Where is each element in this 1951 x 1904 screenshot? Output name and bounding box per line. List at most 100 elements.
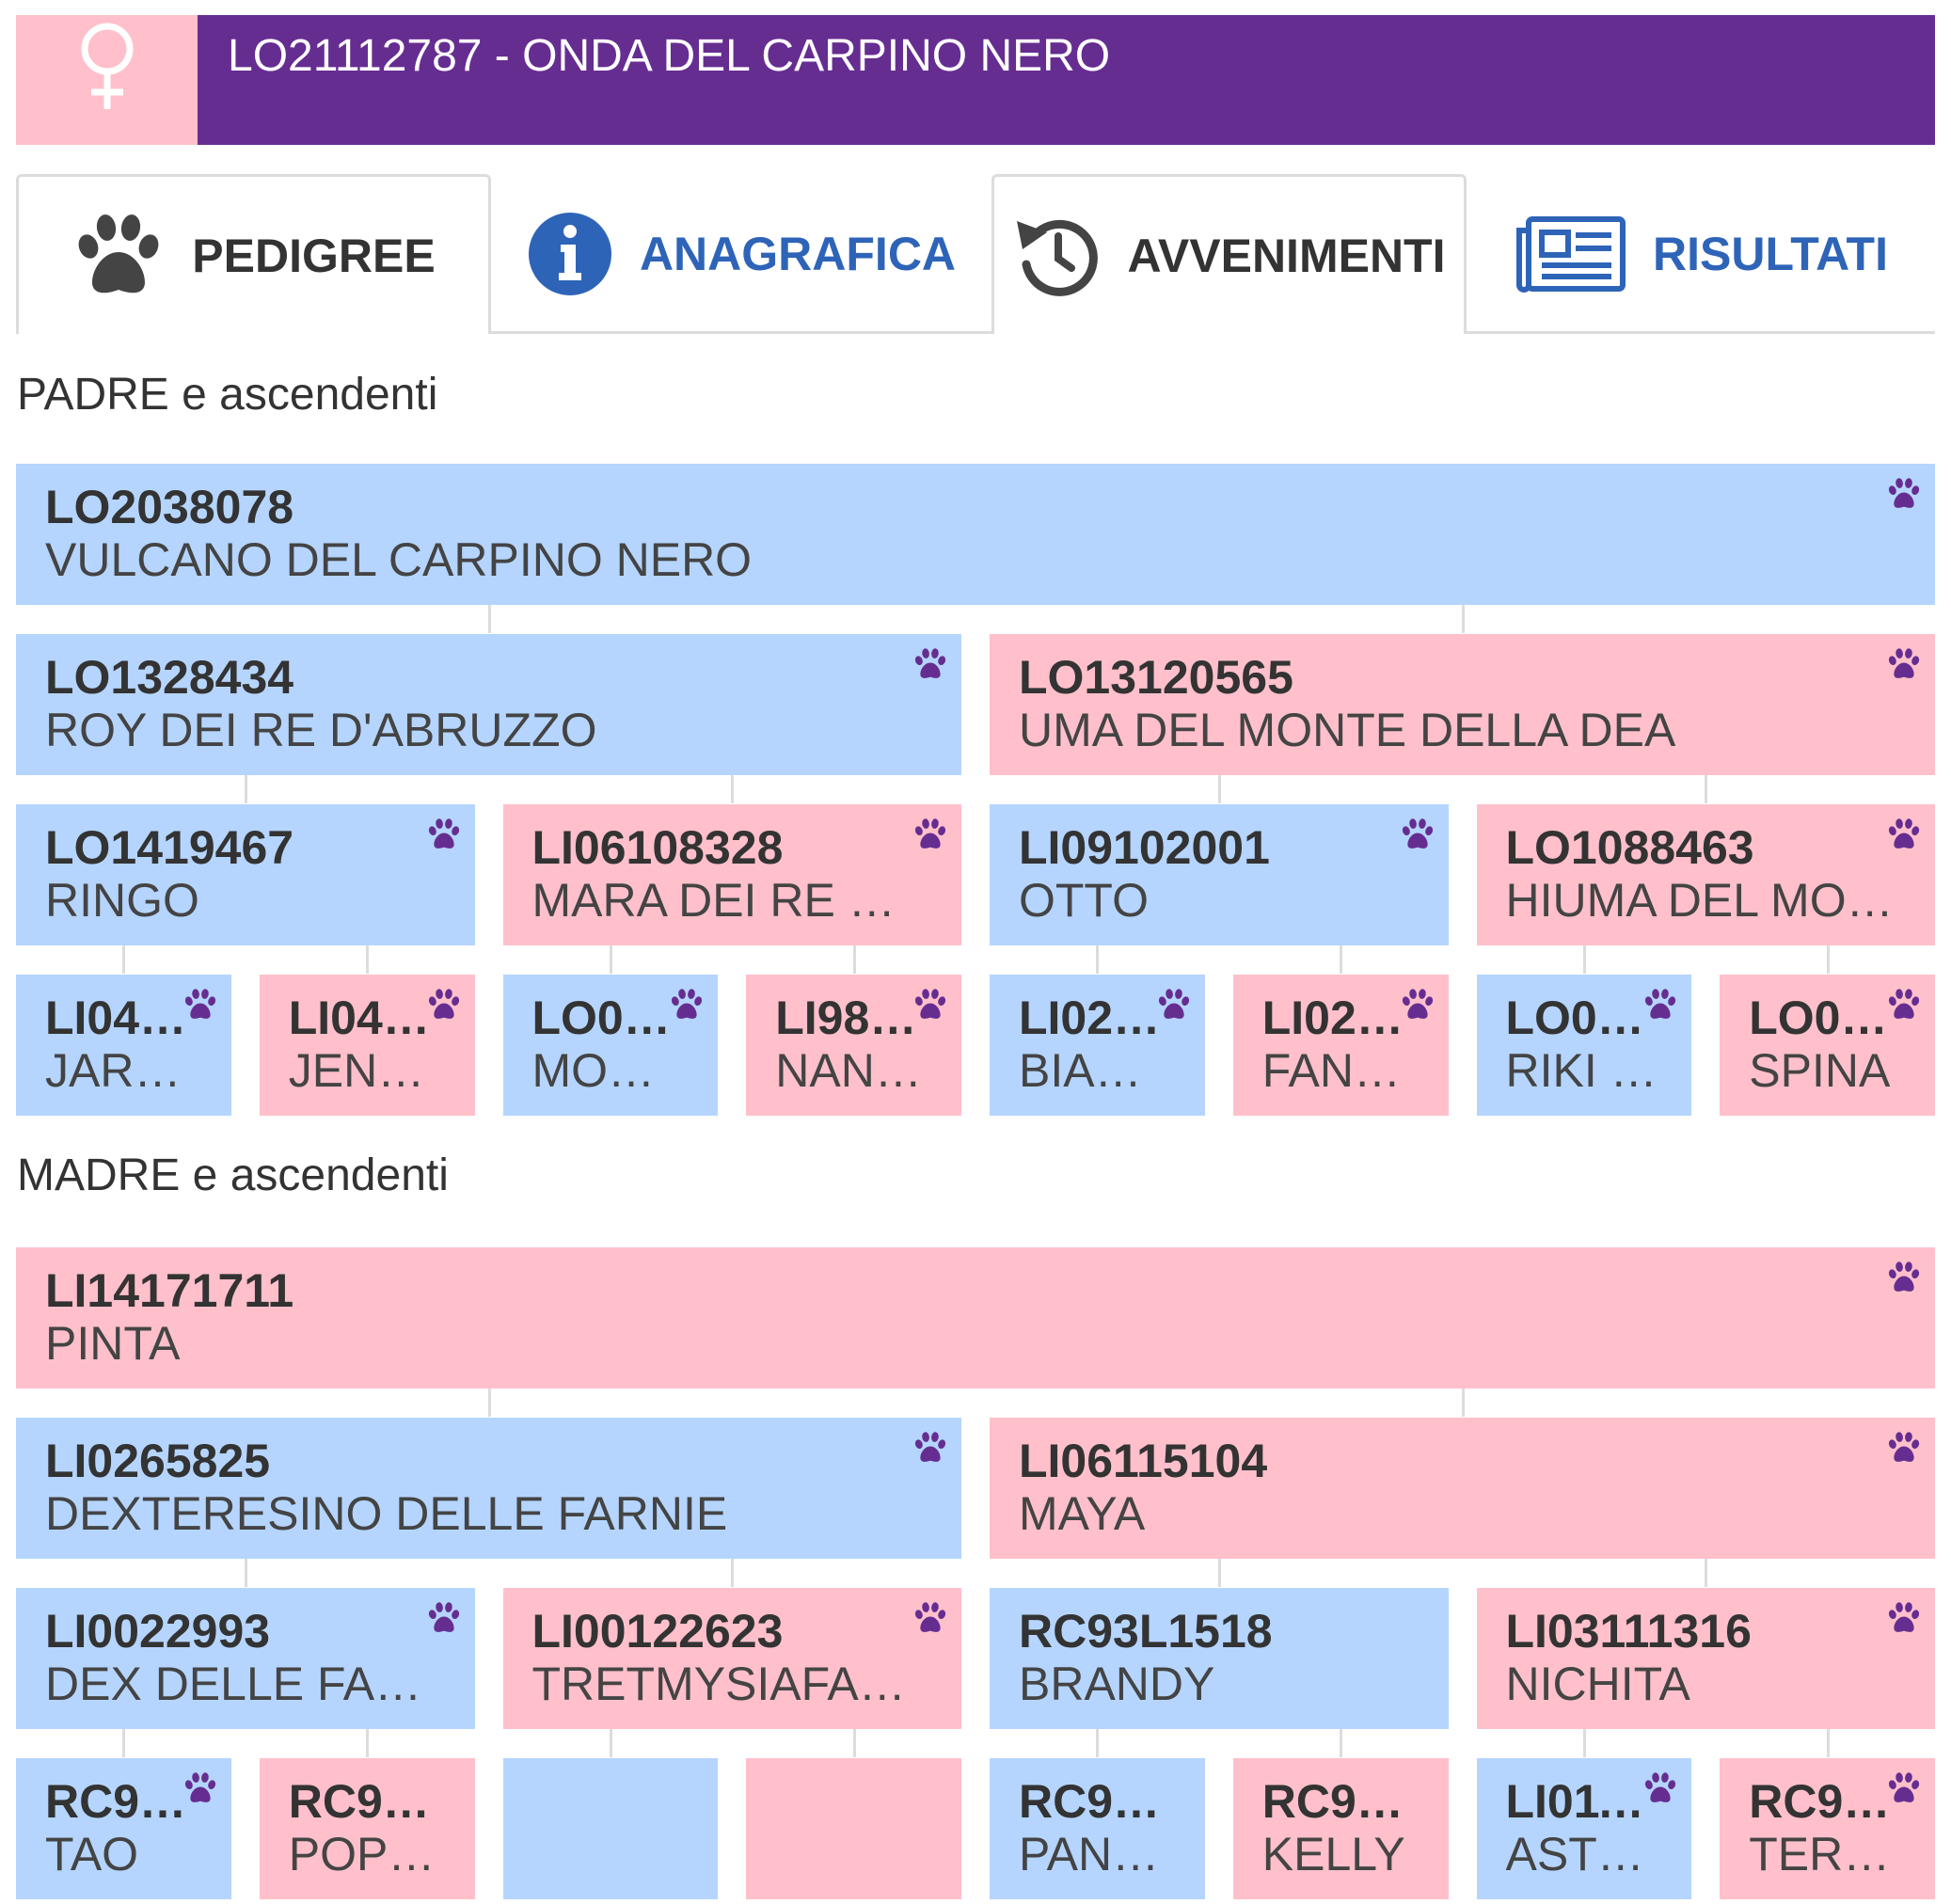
pedigree-connector (122, 945, 126, 974)
padre-section-title: PADRE e ascendenti (17, 370, 438, 420)
madre-section-title: MADRE e ascendenti (17, 1150, 449, 1200)
ancestor-card[interactable]: RC95... TERE... (1720, 1758, 1935, 1899)
ancestor-card[interactable]: LI06108328 MARA DEI RE D'AB... (502, 804, 961, 945)
paw-icon[interactable] (426, 1601, 462, 1640)
ancestor-card[interactable]: RC95... TAO (16, 1758, 231, 1899)
ancestor-card[interactable]: LI00122623 TRETMYSIAFARNIA (502, 1588, 961, 1729)
pedigree-connector (122, 1729, 126, 1757)
pedigree-connector (366, 945, 370, 974)
ancestor-card[interactable]: LI981... NANA'... (746, 975, 961, 1116)
ancestor-card[interactable]: LO1088463 HIUMA DEL MONT... (1476, 804, 1935, 945)
ancestor-card[interactable]: LO09... SPINA (1720, 975, 1935, 1116)
ancestor-card[interactable]: LI043... JARNO (16, 975, 231, 1116)
ancestor-card[interactable]: LI027... BIAGI... (990, 975, 1205, 1116)
ancestor-card[interactable]: RC93... POPO... (259, 1758, 475, 1899)
pedigree-connector (609, 945, 612, 974)
ancestor-name: ROY DEI RE D'ABRUZZO (45, 704, 597, 756)
ancestor-card[interactable]: LI011... ASTER (1476, 1758, 1692, 1899)
pedigree-connector (244, 775, 247, 803)
tab-anagrafica[interactable]: ANAGRAFICA (491, 174, 991, 334)
ancestor-card[interactable]: LO01... MORG... (502, 975, 719, 1116)
ancestor-name: JARNO (45, 1044, 205, 1097)
ancestor-card[interactable]: LO1419467 RINGO (16, 804, 475, 945)
ancestor-card[interactable]: LI14171711 PINTA (16, 1247, 1935, 1388)
ancestor-name: RINGO (45, 874, 199, 927)
paw-icon[interactable] (1886, 1431, 1922, 1469)
paw-icon[interactable] (1886, 477, 1922, 516)
dog-header: LO21112787 - ONDA DEL CARPINO NERO (16, 15, 1935, 145)
paw-icon[interactable] (182, 1771, 218, 1810)
pedigree-connector (1582, 945, 1586, 974)
paw-icon[interactable] (912, 1431, 948, 1469)
ancestor-card[interactable]: LO13120565 UMA DEL MONTE DELLA DEA (990, 634, 1935, 775)
ancestor-card[interactable]: RC93L1518 BRANDY (990, 1588, 1449, 1729)
ancestor-name: FANN... (1261, 1044, 1427, 1097)
paw-icon[interactable] (1400, 817, 1435, 856)
ancestor-code: LO1088463 (1505, 821, 1754, 874)
ancestor-card[interactable]: RC93... PANON (990, 1758, 1205, 1899)
tab-avvenimenti-label: AVVENIMENTI (1127, 229, 1446, 282)
dog-title: LO21112787 - ONDA DEL CARPINO NERO (198, 15, 1935, 145)
paw-icon[interactable] (1886, 1601, 1922, 1640)
pedigree-connector (609, 1729, 612, 1757)
ancestor-name: VULCANO DEL CARPINO NERO (45, 533, 753, 586)
paw-icon[interactable] (1642, 988, 1678, 1026)
paw-icon[interactable] (1886, 1261, 1922, 1299)
ancestor-card[interactable]: LI042... JENNY (259, 975, 475, 1116)
ancestor-name: UMA DEL MONTE DELLA DEA (1019, 704, 1676, 756)
paw-icon[interactable] (1886, 817, 1922, 856)
ancestor-name: KELLY (1261, 1828, 1405, 1880)
paw-icon[interactable] (1156, 988, 1192, 1026)
pedigree-connector (487, 1388, 491, 1417)
pedigree-connector (1096, 1729, 1100, 1757)
paw-icon[interactable] (426, 988, 462, 1026)
tab-risultati[interactable]: RISULTATI (1467, 174, 1935, 334)
ancestor-name: OTTO (1019, 874, 1149, 927)
paw-icon[interactable] (669, 988, 705, 1026)
ancestor-name: NANA'... (775, 1044, 955, 1097)
paw-icon[interactable] (1886, 647, 1922, 686)
tab-pedigree[interactable]: PEDIGREE (16, 174, 491, 334)
ancestor-name: TERE... (1749, 1828, 1914, 1880)
paw-icon[interactable] (182, 988, 218, 1026)
paw-icon[interactable] (1886, 988, 1922, 1026)
ancestor-card[interactable]: LI021... FANN... (1232, 975, 1449, 1116)
pedigree-connector (366, 1729, 370, 1757)
ancestor-code: LO13120565 (1019, 651, 1293, 704)
ancestor-card[interactable]: LO08... RIKI D... (1476, 975, 1692, 1116)
pedigree-connector (1826, 945, 1830, 974)
ancestor-card[interactable]: LO2038078 VULCANO DEL CARPINO NERO (16, 464, 1935, 605)
paw-icon[interactable] (426, 817, 462, 856)
pedigree-connector (1340, 1729, 1343, 1757)
ancestor-card[interactable]: LI0265825 DEXTERESINO DELLE FARNIE (16, 1418, 961, 1559)
pedigree-connector (852, 945, 856, 974)
ancestor-code: LI06108328 (531, 821, 784, 874)
pedigree-connector (1096, 945, 1100, 974)
ancestor-code: RC93L1518 (1019, 1605, 1273, 1658)
ancestor-card[interactable]: LI0022993 DEX DELLE FARNI... (16, 1588, 475, 1729)
paw-icon[interactable] (912, 817, 948, 856)
pedigree-connector (1217, 1559, 1221, 1587)
ancestor-card[interactable]: LO1328434 ROY DEI RE D'ABRUZZO (16, 634, 961, 775)
pedigree-connector (731, 775, 735, 803)
pedigree-connector (1461, 1388, 1465, 1417)
tab-avvenimenti[interactable]: AVVENIMENTI (991, 174, 1467, 334)
ancestor-name: PANON (1019, 1828, 1183, 1880)
paw-icon[interactable] (912, 988, 948, 1026)
paw-icon[interactable] (1886, 1771, 1922, 1810)
paw-icon[interactable] (912, 1601, 948, 1640)
ancestor-name: BIAGI... (1019, 1044, 1184, 1097)
ancestor-card[interactable]: LI06115104 MAYA (990, 1418, 1935, 1559)
ancestor-name: MAYA (1019, 1487, 1146, 1540)
ancestor-code: LI14171711 (45, 1264, 294, 1317)
paw-icon[interactable] (912, 647, 948, 686)
paw-icon[interactable] (1400, 988, 1435, 1026)
ancestor-code: RC93... (288, 1775, 449, 1828)
paw-icon[interactable] (1642, 1771, 1678, 1810)
ancestor-card[interactable]: LI09102001 OTTO (990, 804, 1449, 945)
paw-icon (71, 213, 166, 299)
ancestor-card[interactable]: LI03111316 NICHITA (1476, 1588, 1935, 1729)
tab-baseline (16, 331, 1935, 334)
ancestor-card[interactable]: RC93... KELLY (1232, 1758, 1449, 1899)
pedigree-connector (731, 1559, 735, 1587)
